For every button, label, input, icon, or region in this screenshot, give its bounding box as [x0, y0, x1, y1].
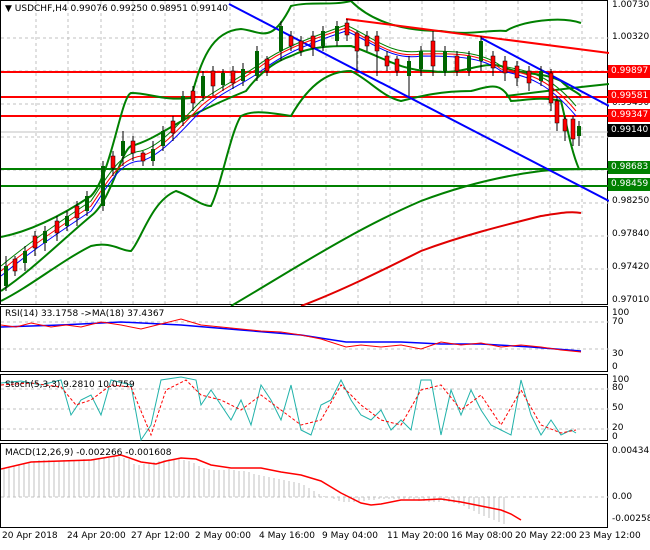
rsi-tick: 100: [612, 308, 630, 318]
rsi-tick: 0: [612, 362, 618, 372]
time-tick: 27 Apr 12:00: [131, 531, 190, 541]
stochastic-canvas: [1, 376, 609, 442]
rsi-tick: 70: [612, 317, 624, 327]
rsi-title: RSI(14) 33.1758 ->MA(18) 37.4367: [5, 309, 165, 319]
macd-canvas: [1, 454, 609, 524]
time-tick: 2 May 00:00: [195, 531, 251, 541]
macd-histogram: [3, 457, 505, 524]
macd-tick: 0.004343: [612, 446, 650, 456]
macd-title: MACD(12,26,9) -0.002266 -0.001608: [5, 448, 172, 458]
support-tag-1: 0.98683: [608, 161, 650, 174]
resistance-tag-2: 0.99581: [608, 90, 650, 103]
price-chart-pane[interactable]: ▼ USDCHF,H4 0.99076 0.99250 0.98951 0.99…: [0, 0, 609, 306]
resistance-tag-1: 0.99897: [608, 65, 650, 78]
price-tick: 1.00320: [612, 32, 650, 42]
price-tick: 1.00730: [612, 0, 650, 10]
time-tick: 16 May 08:00: [451, 531, 513, 541]
stoch-tick: 100: [612, 375, 630, 385]
price-chart-canvas: [1, 1, 609, 306]
time-tick: 11 May 20:00: [387, 531, 449, 541]
price-tick: 0.98250: [612, 196, 650, 206]
time-tick: 20 Apr 2018: [2, 531, 58, 541]
dropdown-triangle-icon[interactable]: ▼: [5, 4, 12, 14]
support-tag-2: 0.98459: [608, 178, 650, 191]
time-tick: 23 May 12:00: [579, 531, 641, 541]
time-tick: 24 Apr 20:00: [67, 531, 126, 541]
stochastic-pane[interactable]: Stoch(5,3,3) 9.2810 10.0759: [0, 374, 609, 442]
time-tick: 20 May 22:00: [515, 531, 577, 541]
price-tick: 0.97420: [612, 262, 650, 272]
price-tick: 0.97010: [612, 295, 650, 305]
stoch-tick: 80: [612, 383, 624, 393]
symbol-ohlc-label: USDCHF,H4 0.99076 0.99250 0.98951 0.9914…: [14, 4, 228, 14]
stochastic-title: Stoch(5,3,3) 9.2810 10.0759: [5, 380, 135, 390]
rsi-pane[interactable]: RSI(14) 33.1758 ->MA(18) 37.4367: [0, 306, 609, 372]
price-tick: 0.99490: [612, 98, 650, 108]
rsi-canvas: [1, 318, 609, 353]
price-tick: 0.97840: [612, 229, 650, 239]
stoch-tick: 50: [612, 403, 624, 413]
macd-tick: -0.002581: [612, 514, 650, 524]
stoch-tick: 0: [612, 432, 618, 442]
time-tick: 9 May 04:00: [322, 531, 378, 541]
resistance-tag-3: 0.99347: [608, 109, 650, 122]
current-price-tag: 0.99140: [608, 124, 650, 137]
time-tick: 4 May 16:00: [259, 531, 315, 541]
candlesticks: [4, 19, 581, 291]
macd-tick: 0.00: [612, 492, 633, 502]
macd-pane[interactable]: MACD(12,26,9) -0.002266 -0.001608: [0, 443, 609, 528]
chart-title: ▼ USDCHF,H4 0.99076 0.99250 0.98951 0.99…: [5, 4, 228, 14]
rsi-tick: 30: [612, 349, 624, 359]
stoch-tick: 20: [612, 423, 624, 433]
